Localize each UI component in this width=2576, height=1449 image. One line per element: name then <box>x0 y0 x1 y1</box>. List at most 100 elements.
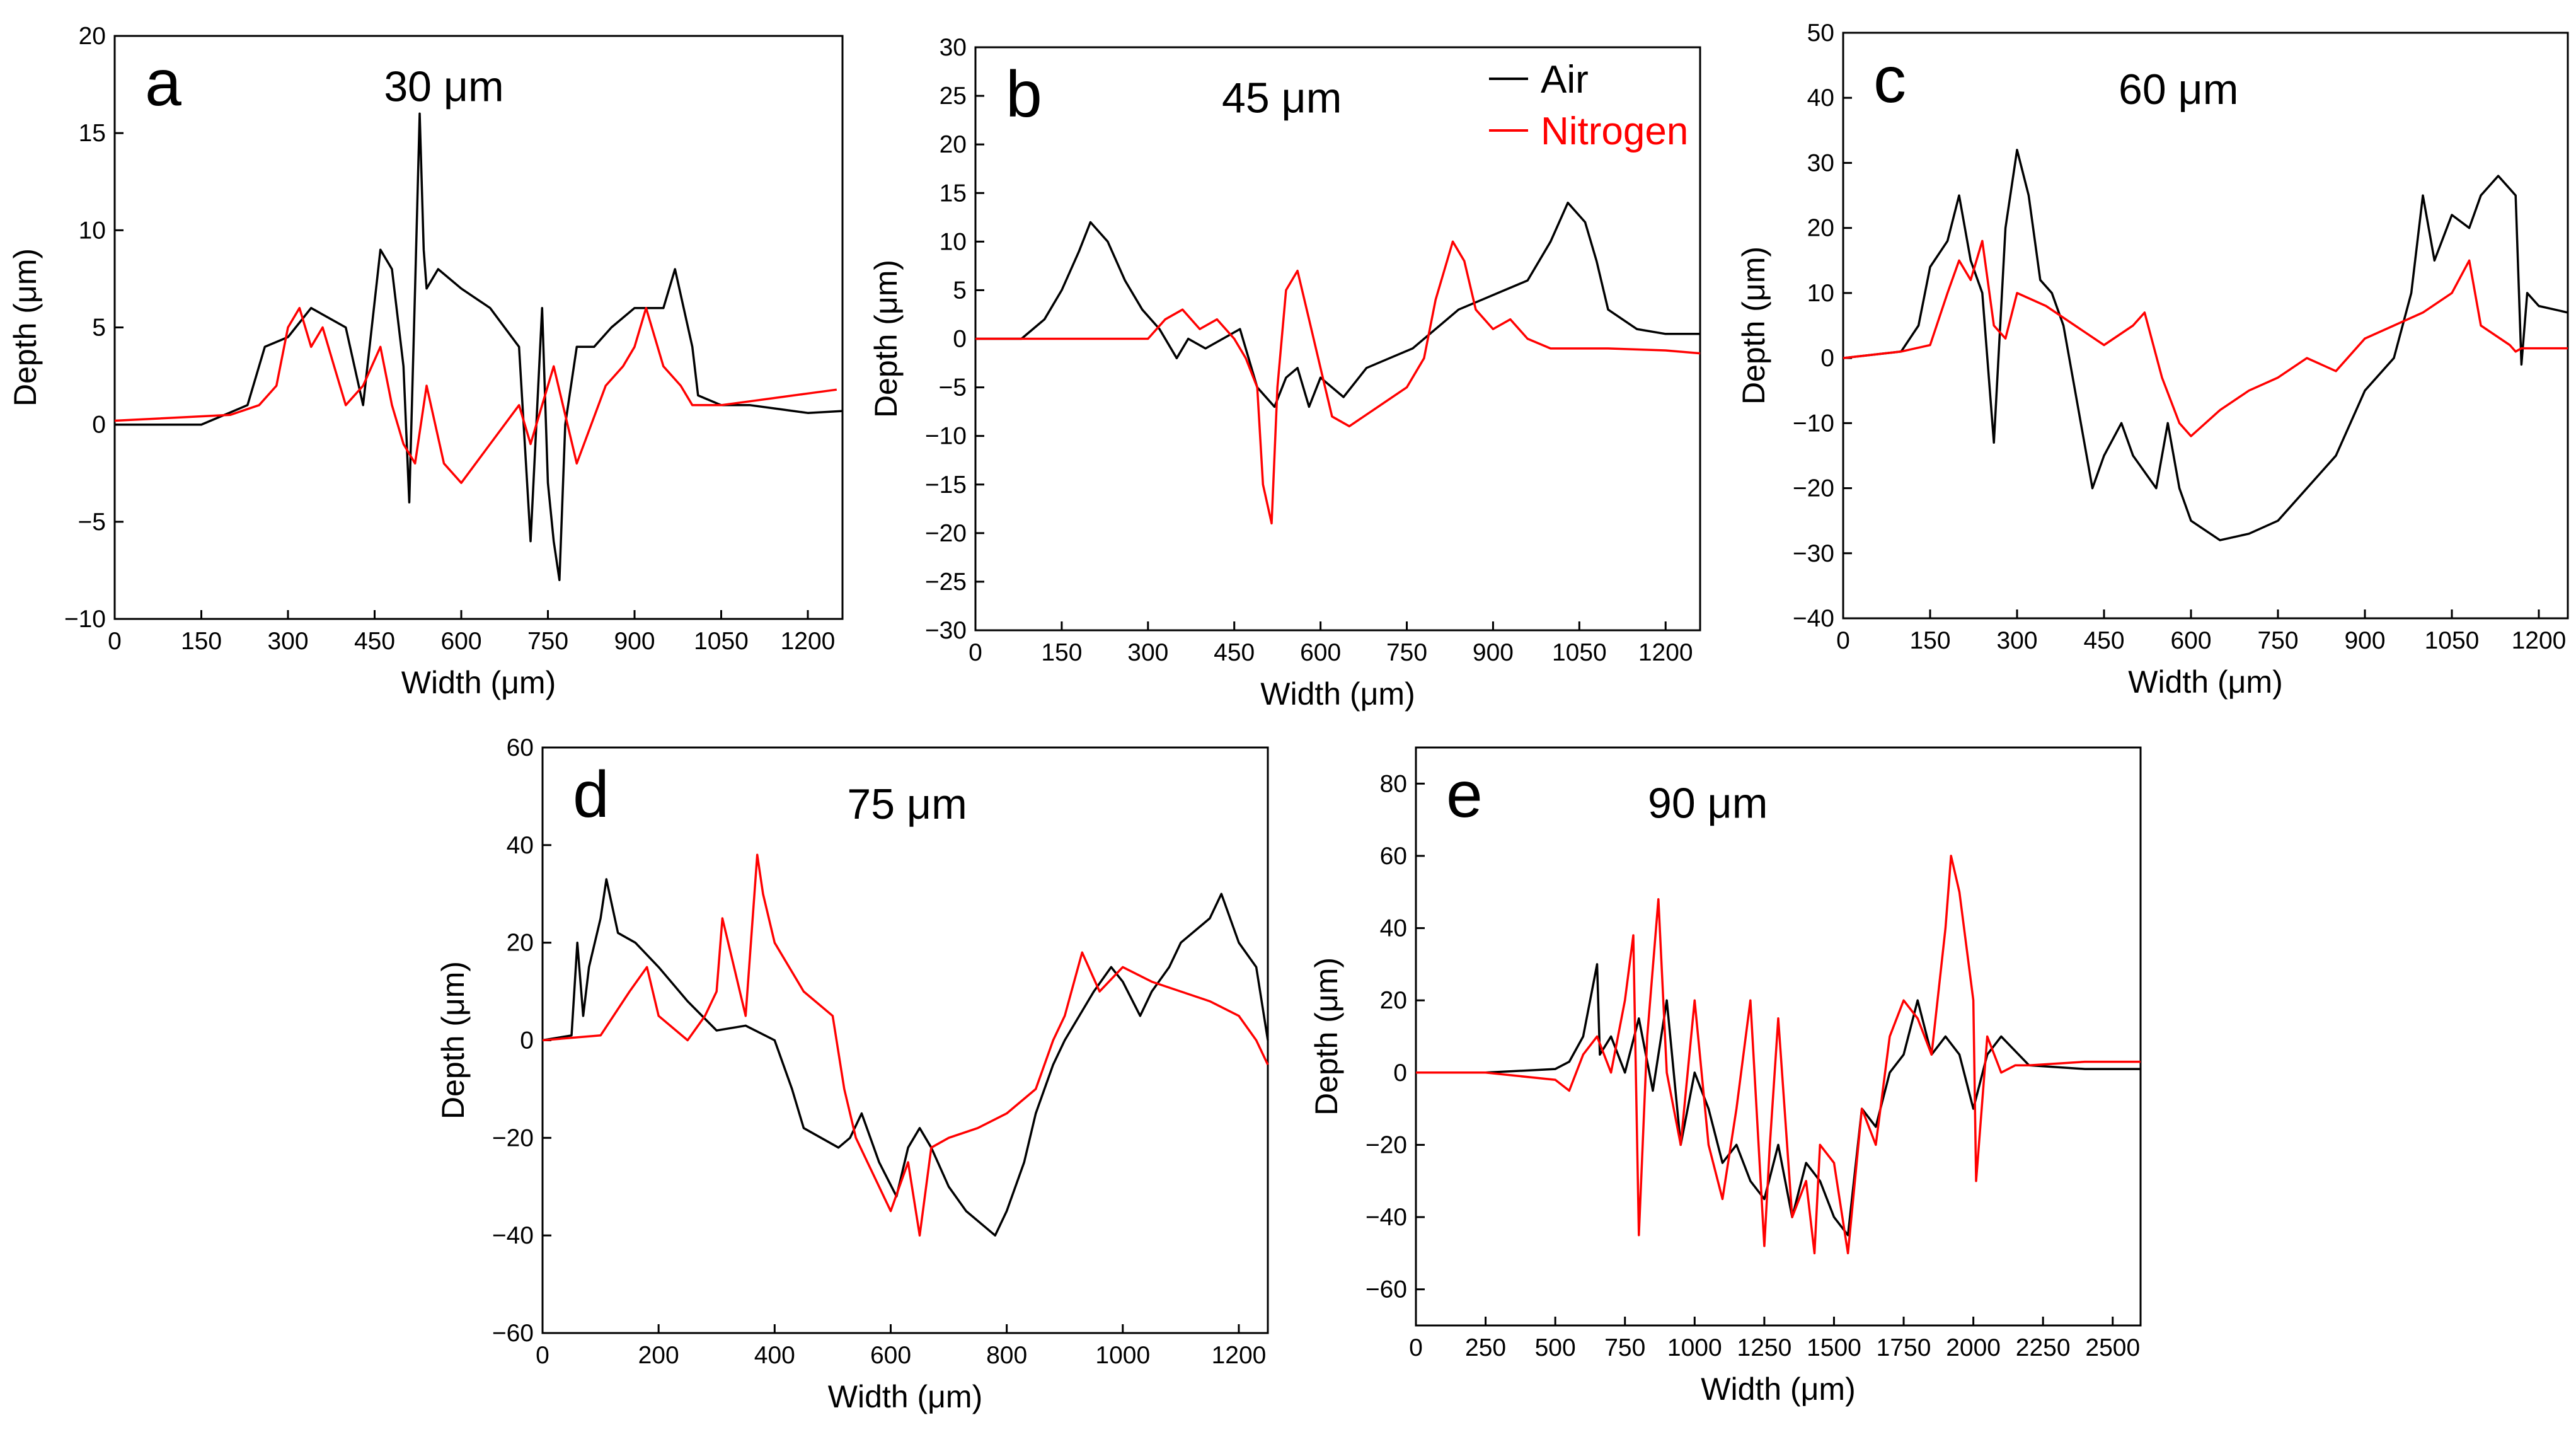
x-tick-label: 1000 <box>1667 1334 1722 1361</box>
panel-letter: d <box>573 758 609 831</box>
y-tick-label: 80 <box>1380 770 1407 797</box>
x-tick-label: 1200 <box>1638 639 1693 666</box>
y-tick-label: −25 <box>925 569 967 596</box>
x-axis-label: Width (μm) <box>2128 664 2282 700</box>
x-tick-label: 500 <box>1535 1334 1576 1361</box>
x-tick-label: 750 <box>2257 627 2298 654</box>
y-tick-label: 10 <box>1807 280 1834 307</box>
x-tick-label: 2000 <box>1946 1334 2001 1361</box>
panel-c: 0 150 300 450 600 750 900 1050 1200−40−30−20−100… <box>1736 20 2569 700</box>
x-tick-label: 300 <box>1996 627 2037 654</box>
y-tick-label: 20 <box>940 131 967 158</box>
x-tick-label: 400 <box>754 1342 795 1369</box>
y-tick-label: −10 <box>925 423 967 450</box>
x-tick-label: 900 <box>1473 639 1514 666</box>
x-axis-label: Width (μm) <box>828 1379 982 1414</box>
panel-letter: a <box>145 47 181 120</box>
x-tick-label: 750 <box>1604 1334 1645 1361</box>
x-tick-label: 0 <box>969 639 982 666</box>
y-tick-label: 0 <box>1393 1059 1407 1087</box>
y-tick-label: −40 <box>492 1222 534 1249</box>
y-tick-label: −30 <box>1793 540 1834 567</box>
y-tick-label: 5 <box>92 315 106 342</box>
y-axis-label: Depth (μm) <box>1309 957 1344 1116</box>
series-line-air <box>1416 963 2141 1237</box>
x-tick-label: 250 <box>1465 1334 1506 1361</box>
legend-label: Air <box>1541 58 1589 101</box>
y-tick-label: 15 <box>940 180 967 207</box>
x-tick-label: 0 <box>108 628 122 655</box>
y-tick-label: 60 <box>507 734 534 761</box>
y-tick-label: 10 <box>79 217 106 244</box>
series-line-air <box>1843 149 2568 541</box>
series-line-nitrogen <box>1416 855 2141 1255</box>
panel-title: 45 μm <box>1222 74 1342 122</box>
series-line-air <box>542 878 1269 1237</box>
y-tick-label: −20 <box>492 1124 534 1152</box>
x-tick-label: 1200 <box>781 628 836 655</box>
x-tick-label: 0 <box>1409 1334 1423 1361</box>
y-tick-label: 0 <box>1820 345 1834 372</box>
x-tick-label: 150 <box>1041 639 1082 666</box>
y-tick-label: −15 <box>925 471 967 499</box>
x-tick-label: 1200 <box>1212 1342 1267 1369</box>
y-tick-label: −40 <box>1366 1204 1407 1231</box>
y-tick-label: 20 <box>1807 215 1834 242</box>
x-tick-label: 0 <box>536 1342 549 1369</box>
y-tick-label: 0 <box>92 412 106 439</box>
y-tick-label: 40 <box>1807 84 1834 112</box>
x-tick-label: 150 <box>181 628 222 655</box>
panel-letter: b <box>1006 58 1042 131</box>
y-tick-label: −5 <box>939 374 967 401</box>
series-line-air <box>115 112 843 582</box>
panel-d: 0 200 400 600 800 1000 1200 −60 −40 −20 0 20 40 60 Wid… <box>435 734 1269 1414</box>
y-tick-label: 50 <box>1807 20 1834 47</box>
y-axis-label: Depth (μm) <box>8 248 43 407</box>
series-line-nitrogen <box>542 853 1269 1237</box>
x-tick-label: 750 <box>527 628 568 655</box>
y-tick-label: −20 <box>1793 475 1834 502</box>
y-tick-label: 60 <box>1380 843 1407 870</box>
x-tick-label: 1750 <box>1877 1334 1931 1361</box>
x-tick-label: 450 <box>2083 627 2124 654</box>
x-axis-label: Width (μm) <box>401 665 556 700</box>
y-tick-label: 15 <box>79 120 106 147</box>
x-tick-label: 450 <box>1214 639 1255 666</box>
y-tick-label: −5 <box>78 509 106 536</box>
x-tick-label: 1200 <box>2512 627 2567 654</box>
x-tick-label: 200 <box>638 1342 679 1369</box>
y-tick-label: 10 <box>940 228 967 255</box>
panel-title: 60 μm <box>2119 66 2238 113</box>
y-tick-label: −60 <box>492 1320 534 1347</box>
series-line-air <box>975 201 1700 408</box>
panel-letter: c <box>1873 43 1906 117</box>
y-tick-label: 20 <box>79 23 106 50</box>
y-tick-label: 20 <box>1380 987 1407 1014</box>
y-tick-label: 40 <box>507 832 534 859</box>
y-tick-label: 0 <box>953 326 967 353</box>
y-tick-label: −60 <box>1366 1276 1407 1303</box>
y-tick-label: −10 <box>1793 410 1834 437</box>
x-tick-label: 1000 <box>1095 1342 1150 1369</box>
y-axis-label: Depth (μm) <box>435 961 471 1119</box>
y-tick-label: −30 <box>925 617 967 644</box>
x-tick-label: 2500 <box>2085 1334 2140 1361</box>
y-tick-label: −20 <box>925 520 967 547</box>
plot-frame <box>113 35 844 620</box>
y-tick-label: 30 <box>940 34 967 61</box>
plot-frame <box>541 746 1269 1334</box>
x-tick-label: 150 <box>1909 627 1950 654</box>
x-tick-label: 900 <box>614 628 655 655</box>
series-line-nitrogen <box>975 240 1701 525</box>
x-tick-label: 1050 <box>2425 627 2480 654</box>
y-tick-label: −40 <box>1793 605 1834 632</box>
x-tick-label: 300 <box>1127 639 1168 666</box>
x-tick-label: 750 <box>1386 639 1427 666</box>
y-tick-label: 20 <box>507 930 534 957</box>
x-tick-label: 1250 <box>1737 1334 1792 1361</box>
y-tick-label: 25 <box>940 83 967 110</box>
plot-frame <box>1415 746 2142 1327</box>
panel-a: 0 150 300 450 600 750 900 1050 1200 −10 −5 0 5 10 15 20… <box>8 23 844 700</box>
x-tick-label: 300 <box>267 628 308 655</box>
